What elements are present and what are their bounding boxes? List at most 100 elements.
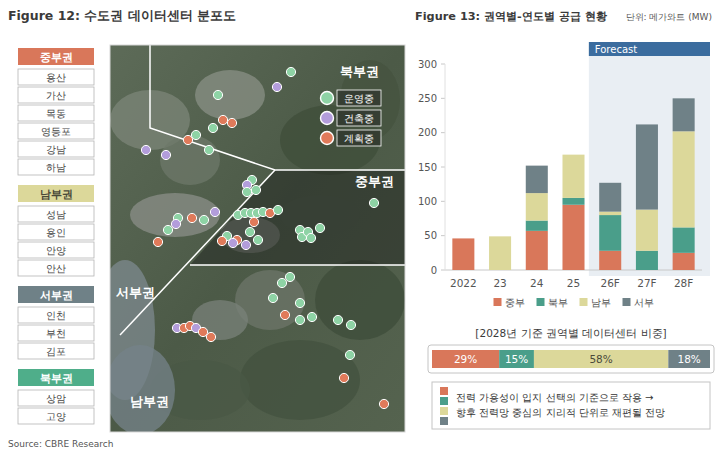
data-center-dot	[208, 123, 217, 132]
area-label: 김포	[46, 346, 66, 357]
bar-segment	[673, 227, 695, 252]
legend-label: 서부	[634, 297, 654, 308]
region-label: 남부권	[130, 394, 169, 409]
bar-segment	[452, 238, 474, 239]
data-center-dot	[333, 315, 342, 324]
data-center-dot	[345, 350, 354, 359]
data-center-dot	[272, 82, 281, 91]
note-swatch	[440, 387, 448, 395]
bar-segment	[562, 205, 584, 270]
bar-segment	[562, 155, 584, 198]
data-center-dot	[280, 310, 289, 319]
map-texture	[280, 105, 380, 175]
data-center-dot	[204, 145, 213, 154]
area-box	[18, 159, 94, 175]
y-tick-label: 100	[418, 196, 437, 207]
region-boundary	[190, 264, 405, 266]
bars	[452, 98, 694, 270]
bar-segment	[599, 251, 621, 270]
chart-subtitle: 단위: 메가와트 (MW)	[626, 12, 712, 22]
data-center-dot	[286, 67, 295, 76]
data-center-dot	[306, 233, 315, 242]
data-center-dot	[251, 185, 260, 194]
legend-label: 계획중	[344, 133, 374, 144]
area-box	[18, 343, 94, 359]
y-tick	[441, 132, 445, 133]
data-center-dot	[307, 312, 316, 321]
map: 북부권중부권서부권남부권운영중건축중계획중	[110, 45, 405, 432]
share-segment	[499, 350, 534, 368]
data-center-dot	[339, 373, 348, 382]
x-tick-label: 27F	[637, 277, 656, 289]
area-box	[18, 307, 94, 323]
area-label: 인천	[46, 310, 66, 321]
group-header-bg	[18, 286, 94, 303]
x-tick-label: 2022	[450, 277, 477, 289]
area-label: 가산	[46, 90, 66, 101]
share-label: 18%	[677, 353, 700, 365]
share-segment	[668, 350, 710, 368]
legend-swatch	[623, 298, 631, 306]
y-tick	[441, 201, 445, 202]
share-label: 29%	[454, 353, 477, 365]
bar-segment	[673, 131, 695, 227]
region-boundary	[150, 45, 405, 170]
bar-segment	[452, 238, 474, 270]
share-frame	[428, 345, 714, 373]
region-label: 서부권	[116, 285, 155, 300]
bar-segment	[673, 98, 695, 131]
region-group: 북부권상암고양	[18, 369, 94, 424]
y-tick-label: 200	[418, 127, 437, 138]
x-tick-label: 24	[530, 277, 544, 289]
share-label: 58%	[589, 353, 612, 365]
data-center-dot	[198, 327, 207, 336]
legend-label: 남부	[591, 297, 611, 308]
area-label: 영등포	[41, 126, 71, 137]
map-texture	[192, 300, 248, 340]
area-box	[18, 141, 94, 157]
bar-segment	[599, 215, 621, 251]
bar-segment	[599, 212, 621, 215]
data-center-dot	[227, 118, 236, 127]
area-label: 고양	[46, 411, 66, 422]
note-swatch	[440, 417, 448, 425]
group-header: 중부권	[40, 51, 73, 64]
y-tick-label: 0	[431, 265, 437, 276]
map-texture	[240, 340, 360, 420]
note-text: 향후 전력망 중심의 지리적 단위로 재편될 전망	[456, 407, 665, 418]
y-tick	[441, 270, 445, 271]
data-center-dot	[161, 150, 170, 159]
source: Source: CBRE Research	[8, 439, 113, 449]
central-region-overlay	[190, 170, 405, 265]
area-label: 부천	[46, 328, 66, 339]
area-label: 안산	[46, 263, 66, 274]
data-center-dot	[199, 215, 208, 224]
region-group: 중부권용산가산목동영등포강남하남	[18, 48, 94, 175]
y-tick	[441, 98, 445, 99]
data-center-dot	[218, 115, 227, 124]
region-group: 서부권인천부천김포	[18, 286, 94, 359]
area-box	[18, 390, 94, 406]
bar-segment	[636, 124, 658, 209]
map-texture	[130, 193, 220, 237]
area-box	[18, 123, 94, 139]
legend-label: 중부	[505, 297, 525, 308]
data-center-dot	[191, 130, 200, 139]
data-center-dot	[242, 187, 251, 196]
y-tick	[441, 64, 445, 65]
data-center-dot	[253, 235, 262, 244]
legend-swatch	[494, 298, 502, 306]
y-tick	[441, 167, 445, 168]
forecast-band	[589, 42, 710, 56]
map-texture	[340, 60, 400, 140]
bar-segment	[526, 193, 548, 220]
bar-segment	[562, 154, 584, 155]
area-label: 목동	[46, 108, 66, 119]
note-swatch	[440, 407, 448, 415]
area-label: 하남	[46, 162, 66, 173]
area-box	[18, 242, 94, 258]
bar-segment	[636, 210, 658, 251]
legend-marker	[321, 132, 334, 145]
data-center-dot	[228, 238, 237, 247]
area-box	[18, 69, 94, 85]
